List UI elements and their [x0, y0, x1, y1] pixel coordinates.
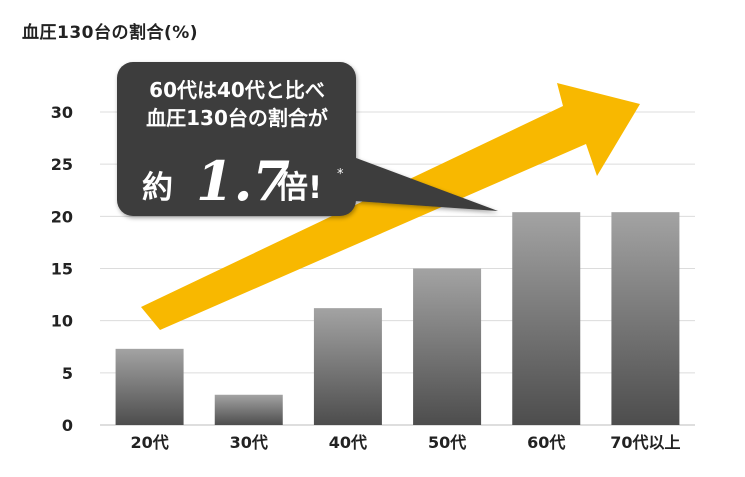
bar-70代以上 — [611, 212, 680, 425]
y-axis-ticks: 0 5 10 15 20 25 30 — [51, 103, 73, 435]
x-tick-label: 40代 — [329, 433, 367, 452]
callout-suffix: 倍! — [277, 170, 322, 206]
bar-50代 — [413, 268, 482, 425]
y-tick-label: 30 — [51, 103, 73, 122]
bars — [115, 212, 680, 425]
x-tick-label: 30代 — [230, 433, 268, 452]
y-tick-label: 15 — [51, 260, 73, 279]
callout-prefix: 約 — [142, 170, 173, 206]
callout-line1: 60代は40代と比べ — [149, 78, 325, 102]
x-axis-ticks: 20代 30代 40代 50代 60代 70代以上 — [130, 433, 680, 452]
bar-60代 — [512, 212, 581, 425]
callout-footnote-mark: * — [337, 167, 344, 182]
y-tick-label: 5 — [62, 364, 73, 383]
callout-pointer — [340, 152, 498, 211]
callout-bubble — [117, 62, 498, 216]
callout-line2: 血圧130台の割合が — [146, 106, 328, 130]
y-tick-label: 10 — [51, 312, 73, 331]
trend-arrow — [141, 83, 640, 330]
bar-30代 — [214, 394, 283, 425]
bar-40代 — [313, 308, 382, 425]
x-tick-label: 60代 — [527, 433, 565, 452]
x-tick-label: 20代 — [130, 433, 168, 452]
callout-box — [117, 62, 356, 216]
callout-ratio: 1.7 — [196, 149, 290, 213]
x-tick-label: 70代以上 — [610, 433, 680, 452]
y-tick-label: 20 — [51, 207, 73, 226]
x-tick-label: 50代 — [428, 433, 466, 452]
y-tick-label: 0 — [62, 416, 73, 435]
bar-20代 — [115, 348, 184, 425]
chart-title: 血圧130台の割合(%) — [22, 23, 199, 43]
y-tick-label: 25 — [51, 155, 73, 174]
